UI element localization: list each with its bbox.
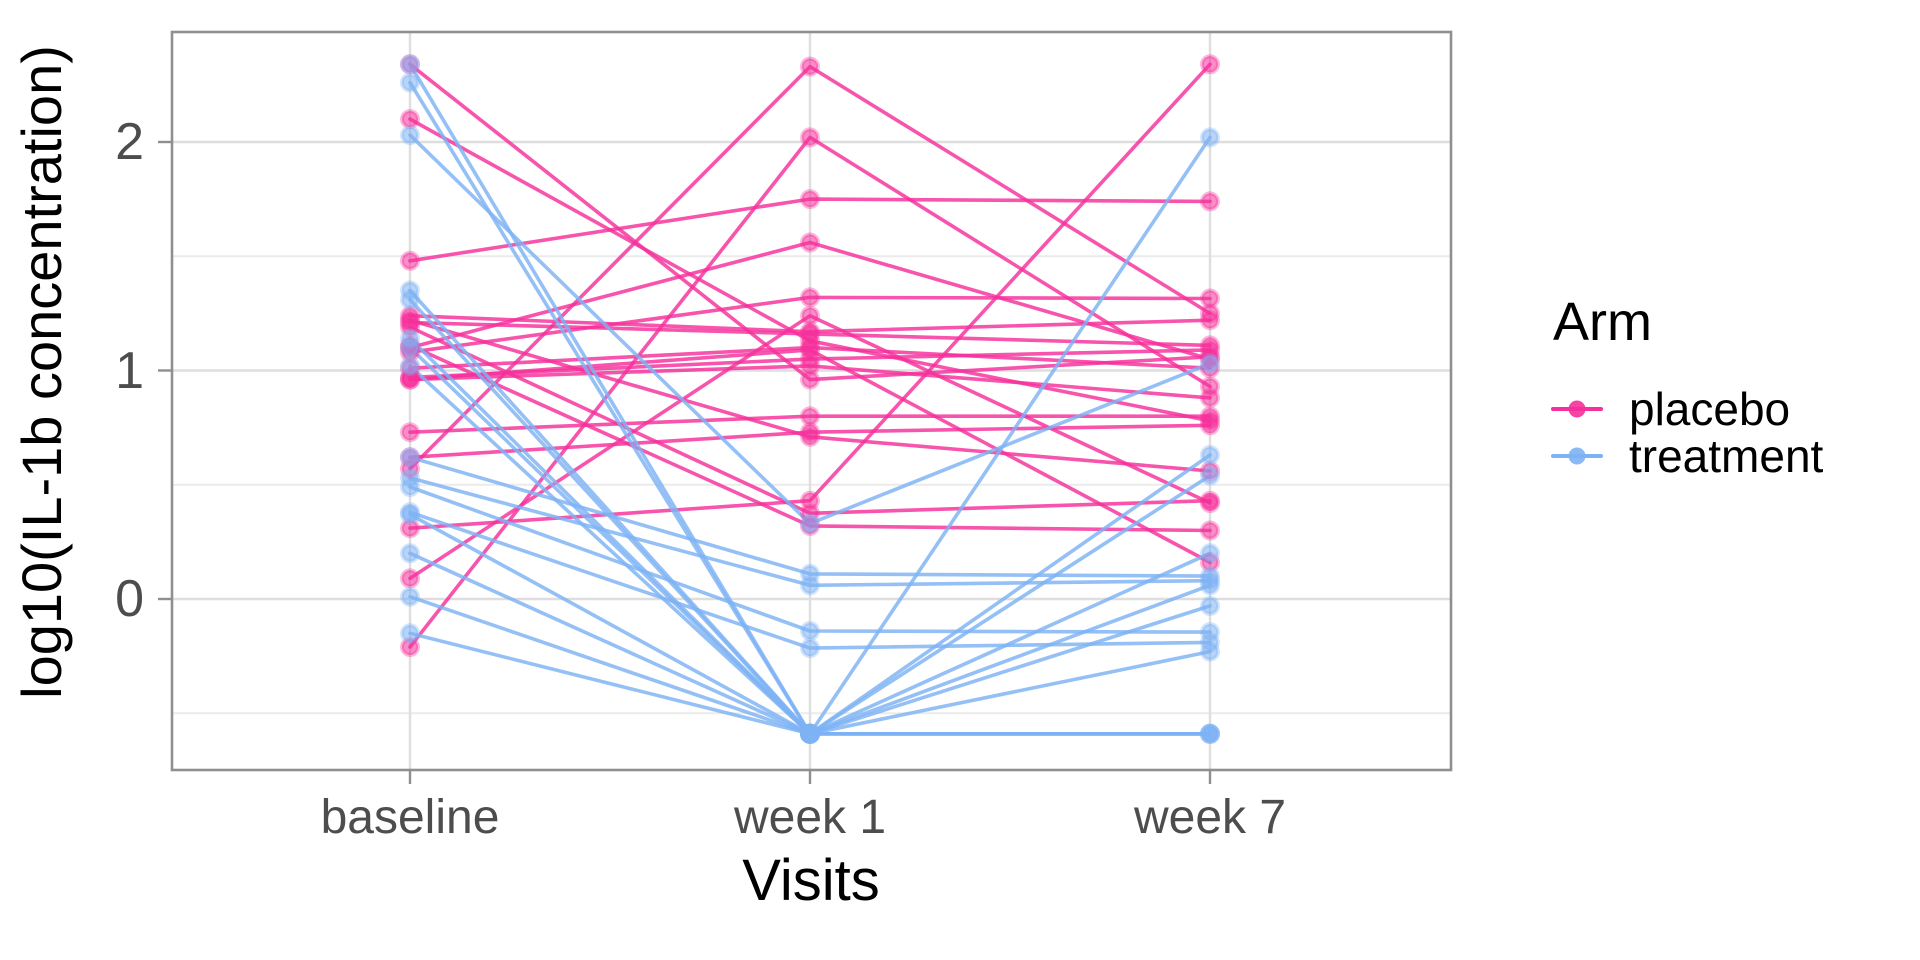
legend-title: Arm	[1553, 292, 1652, 352]
y-tick-label: 0	[115, 570, 144, 628]
treatment-points	[400, 54, 1220, 744]
treatment-key-icon	[1545, 432, 1609, 479]
x-tick-label: baseline	[320, 791, 500, 844]
legend-label-placebo: placebo	[1629, 382, 1791, 435]
y-tick-label: 2	[115, 113, 144, 171]
x-tick-label: week 7	[1133, 791, 1287, 844]
y-axis-title: log10(IL-1b concentration)	[10, 45, 73, 699]
legend-item-treatment: treatment	[1545, 432, 1823, 479]
panel-border	[170, 30, 1453, 772]
axis-ticks	[158, 140, 1212, 784]
legend-label-treatment: treatment	[1629, 429, 1824, 482]
x-tick-label: week 1	[733, 791, 887, 844]
y-tick-label: 1	[115, 341, 144, 400]
legend: Arm placebo treatment	[1545, 295, 1823, 479]
legend-item-placebo: placebo	[1545, 385, 1823, 432]
x-axis-title: Visits	[742, 848, 880, 913]
placebo-key-icon	[1545, 385, 1609, 432]
